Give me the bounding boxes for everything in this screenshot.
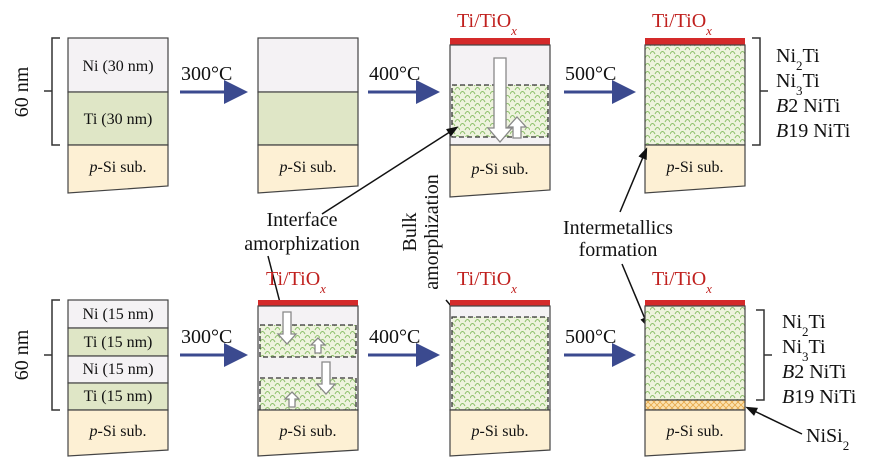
thickness-label: 60 nm — [11, 329, 33, 380]
temperature: 300°C — [181, 63, 232, 85]
layer-label: Ni (30 nm) — [82, 58, 153, 75]
cap-sub: x — [319, 281, 326, 296]
thickness-label: 60 nm — [11, 66, 33, 117]
annotation: Intermetallics — [563, 217, 673, 239]
annotation: Interface — [266, 209, 337, 231]
phase: B19 NiTi — [776, 120, 851, 142]
phase-text: 19 NiTi — [794, 386, 857, 408]
substrate-text: -Si sub. — [675, 159, 724, 176]
phase-italic: B — [776, 95, 788, 117]
phase-rest: Ti — [803, 45, 821, 67]
diagram: 60 nm Ni (30 nm) Ti (30 nm) p-Si sub. 30… — [0, 0, 890, 461]
temperature: 400°C — [369, 326, 420, 348]
phase-rest: Ti — [809, 311, 827, 333]
layer-label: Ti (15 nm) — [84, 334, 153, 351]
temperature: 500°C — [565, 63, 616, 85]
phase-text: Ni — [782, 336, 802, 358]
bracket — [756, 310, 772, 400]
phase-text: Ni — [776, 70, 796, 92]
substrate-italic: p — [89, 159, 98, 176]
phase-text: Ni — [776, 45, 796, 67]
layer-label: Ti (30 nm) — [84, 111, 153, 128]
phase-text: 2 NiTi — [788, 95, 841, 117]
substrate-label: p-Si sub. — [471, 423, 529, 440]
cap-sub: x — [705, 281, 712, 296]
annotation-text: NiSi — [806, 425, 843, 447]
substrate-italic: p — [89, 423, 98, 440]
phase: Ni2Ti — [776, 45, 820, 73]
substrate-text: -Si sub. — [288, 423, 337, 440]
cap-text: Ti/TiO — [457, 268, 511, 290]
substrate-text: -Si sub. — [480, 161, 529, 178]
phase-text: 2 NiTi — [794, 361, 847, 383]
phase: Ni3Ti — [776, 70, 820, 98]
phase: Ni2Ti — [782, 311, 826, 339]
phase: B19 NiTi — [782, 386, 857, 408]
substrate-text: -Si sub. — [288, 159, 337, 176]
cap-sub: x — [510, 23, 517, 38]
phase-rest: Ti — [809, 336, 827, 358]
substrate-label: p-Si sub. — [279, 159, 337, 176]
substrate-text: -Si sub. — [480, 423, 529, 440]
phase-text: 19 NiTi — [788, 120, 851, 142]
annotation: NiSi2 — [806, 425, 849, 453]
pointer — [620, 150, 646, 212]
temperature: 400°C — [369, 63, 420, 85]
phase-text: Ni — [782, 311, 802, 333]
annotation: amorphization — [244, 233, 360, 255]
phase-rest: Ti — [803, 70, 821, 92]
pointer — [748, 408, 802, 434]
substrate-italic: p — [666, 423, 675, 440]
temperature: 300°C — [181, 326, 232, 348]
annotation: formation — [579, 239, 658, 261]
substrate-text: -Si sub. — [98, 423, 147, 440]
phase-italic: B — [782, 386, 794, 408]
phase: B2 NiTi — [782, 361, 847, 383]
cap-text: Ti/TiO — [652, 10, 706, 32]
substrate-text: -Si sub. — [98, 159, 147, 176]
cap-label: Ti/TiOx — [266, 268, 326, 296]
substrate-label: p-Si sub. — [279, 423, 337, 440]
cap-label: Ti/TiOx — [457, 268, 517, 296]
substrate-label: p-Si sub. — [89, 159, 147, 176]
substrate-italic: p — [471, 423, 480, 440]
cap-text: Ti/TiO — [266, 268, 320, 290]
substrate-label: p-Si sub. — [471, 161, 529, 178]
cap-text: Ti/TiO — [652, 268, 706, 290]
annotation-sub: 2 — [843, 438, 850, 453]
layer-label: Ti (15 nm) — [84, 388, 153, 405]
cap-label: Ti/TiOx — [652, 268, 712, 296]
layer-label: Ni (15 nm) — [82, 361, 153, 378]
phase: Ni3Ti — [782, 336, 826, 364]
substrate-italic: p — [471, 161, 480, 178]
cap-label: Ti/TiOx — [652, 10, 712, 38]
bracket — [752, 38, 768, 145]
phase-italic: B — [776, 120, 788, 142]
cap-label: Ti/TiOx — [457, 10, 517, 38]
temperature: 500°C — [565, 326, 616, 348]
substrate-italic: p — [666, 159, 675, 176]
phase-italic: B — [782, 361, 794, 383]
substrate-label: p-Si sub. — [666, 423, 724, 440]
cap-text: Ti/TiO — [457, 10, 511, 32]
annotation: Bulk — [399, 213, 421, 252]
cap-sub: x — [510, 281, 517, 296]
substrate-label: p-Si sub. — [666, 159, 724, 176]
layer-label: Ni (15 nm) — [82, 306, 153, 323]
cap-sub: x — [705, 23, 712, 38]
bracket — [44, 38, 60, 145]
annotation: amorphization — [421, 174, 443, 290]
phase: B2 NiTi — [776, 95, 841, 117]
substrate-italic: p — [279, 159, 288, 176]
substrate-text: -Si sub. — [675, 423, 724, 440]
pointer — [622, 264, 648, 326]
substrate-italic: p — [279, 423, 288, 440]
bracket — [44, 300, 60, 410]
substrate-label: p-Si sub. — [89, 423, 147, 440]
